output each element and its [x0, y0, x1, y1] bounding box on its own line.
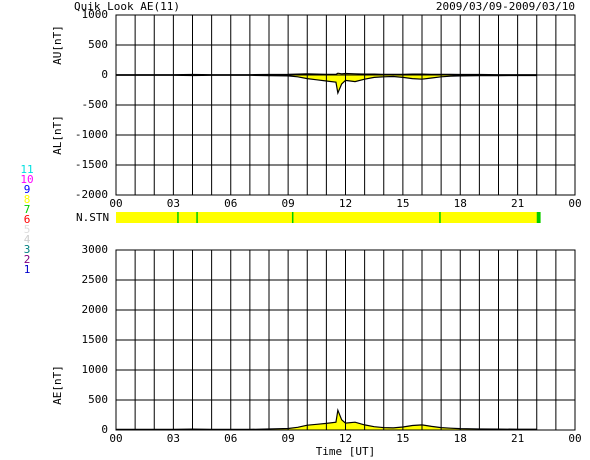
data-line — [116, 407, 537, 430]
x-tick-label: 03 — [167, 432, 180, 445]
legend-entry: 11 — [20, 163, 33, 176]
x-tick-label: 12 — [339, 197, 352, 210]
x-tick-label: 09 — [282, 197, 295, 210]
y-tick-label: 2500 — [82, 273, 109, 286]
legend-entry: 8 — [24, 193, 31, 206]
x-tick-label: 12 — [339, 432, 352, 445]
y-tick-label: 1000 — [82, 363, 109, 376]
y-tick-label: -1500 — [75, 158, 108, 171]
y-tick-label: 0 — [101, 68, 108, 81]
x-tick-label: 21 — [511, 197, 524, 210]
station-change — [439, 212, 441, 223]
station-change — [196, 212, 198, 223]
x-tick-label: 06 — [224, 197, 237, 210]
plot-frame — [115, 249, 576, 431]
chart-title: Quik Look AE(11) — [74, 0, 180, 13]
x-tick-label: 18 — [454, 197, 467, 210]
plot-frame — [115, 14, 576, 196]
x-axis-label: Time [UT] — [316, 445, 376, 458]
x-tick-label: 06 — [224, 432, 237, 445]
station-change — [536, 212, 541, 223]
legend-entry: 4 — [24, 233, 31, 246]
y-axis-label: AE[nT] — [51, 365, 64, 405]
y-tick-label: 0 — [101, 423, 108, 436]
legend-entry: 6 — [24, 213, 31, 226]
x-tick-label: 18 — [454, 432, 467, 445]
legend-entry: 5 — [24, 223, 31, 236]
y-tick-label: 3000 — [82, 243, 109, 256]
station-bar — [116, 212, 541, 223]
x-tick-label: 15 — [396, 197, 409, 210]
legend-entry: 7 — [24, 203, 31, 216]
legend-entry: 10 — [20, 173, 33, 186]
x-tick-label: 15 — [396, 432, 409, 445]
x-tick-label: 00 — [568, 432, 581, 445]
legend-entry: 2 — [24, 253, 31, 266]
y-tick-label: -1000 — [75, 128, 108, 141]
x-tick-label: 09 — [282, 432, 295, 445]
data-line — [116, 72, 537, 76]
y-tick-label: 1500 — [82, 333, 109, 346]
y-tick-label: 500 — [88, 393, 108, 406]
y-tick-label: 2000 — [82, 303, 109, 316]
legend-entry: 1 — [24, 263, 31, 276]
station-label: N.STN — [76, 211, 109, 224]
y-tick-label: -2000 — [75, 188, 108, 201]
x-tick-label: 00 — [109, 432, 122, 445]
legend-entry: 3 — [24, 243, 31, 256]
x-tick-label: 00 — [109, 197, 122, 210]
x-tick-label: 00 — [568, 197, 581, 210]
chart-subtitle: 2009/03/09-2009/03/10 — [436, 0, 575, 13]
y-tick-label: 500 — [88, 38, 108, 51]
legend-entry: 9 — [24, 183, 31, 196]
x-tick-label: 21 — [511, 432, 524, 445]
station-change — [177, 212, 179, 223]
x-tick-label: 03 — [167, 197, 180, 210]
y-tick-label: 1000 — [82, 8, 109, 21]
y-axis-label: AU[nT] — [51, 25, 64, 65]
station-change — [291, 212, 294, 223]
y-tick-label: -500 — [82, 98, 109, 111]
data-line — [116, 74, 537, 96]
y-axis-label: AL[nT] — [51, 115, 64, 155]
